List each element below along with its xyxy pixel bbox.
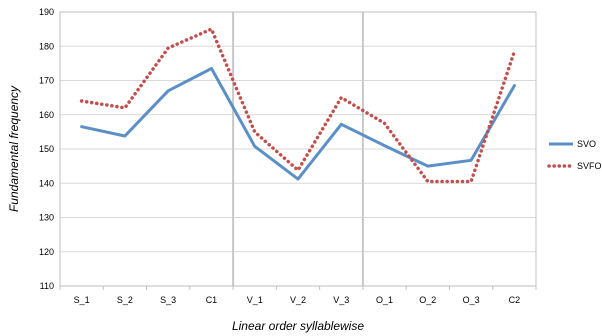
plot-area-border — [59, 11, 537, 287]
group-separators — [232, 12, 364, 286]
x-tick-label: O_1 — [376, 295, 393, 305]
x-tick-label: V_2 — [290, 295, 306, 305]
x-tick-label: S_1 — [74, 295, 90, 305]
y-tick-labels: 110 120 130 140 150 160 170 180 190 — [39, 7, 54, 291]
y-tick-label: 170 — [39, 76, 54, 86]
legend-label-svfo: SVFO — [577, 161, 602, 171]
plot-border — [59, 11, 537, 287]
x-tick-label: S_3 — [160, 295, 176, 305]
x-tick-label: V_3 — [333, 295, 349, 305]
y-tick-label: 160 — [39, 110, 54, 120]
x-tick-label: V_1 — [247, 295, 263, 305]
y-tick-label: 150 — [39, 144, 54, 154]
x-axis-title: Linear order syllablewise — [232, 319, 364, 333]
x-tick-labels: S_1 S_2 S_3 C1 V_1 V_2 V_3 O_1 O_2 O_3 C2 — [59, 286, 537, 305]
legend-label-svo: SVO — [577, 139, 596, 149]
y-tick-label: 180 — [39, 41, 54, 51]
y-tick-label: 120 — [39, 247, 54, 257]
y-axis-title: Fundamental frequency — [7, 85, 21, 212]
series-lines — [79, 27, 517, 184]
x-tick-label: C1 — [206, 295, 218, 305]
x-tick-label: C2 — [509, 295, 521, 305]
legend: SVO SVFO — [547, 139, 602, 171]
x-tick-label: O_2 — [419, 295, 436, 305]
y-tick-label: 130 — [39, 213, 54, 223]
x-tick-label: O_3 — [463, 295, 480, 305]
y-tick-label: 110 — [40, 281, 54, 291]
series-line-svo — [80, 67, 516, 181]
y-tick-label: 140 — [39, 178, 54, 188]
gridlines — [60, 11, 536, 287]
x-tick-label: S_2 — [117, 295, 133, 305]
y-tick-label: 190 — [39, 7, 54, 17]
series-line-svfo — [79, 27, 517, 184]
